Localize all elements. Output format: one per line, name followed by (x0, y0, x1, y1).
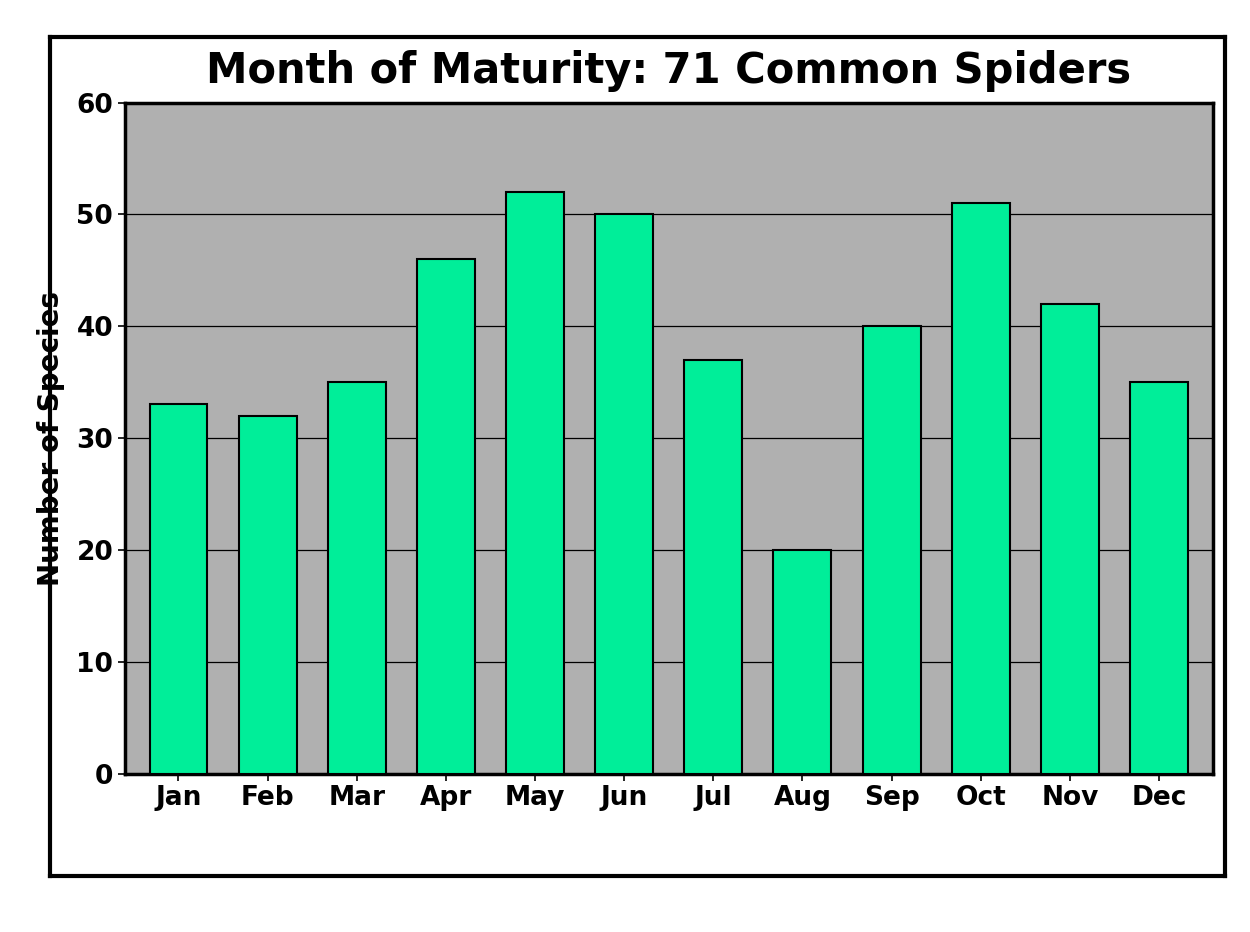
Bar (595, 214, 654, 774)
Bar (506, 192, 564, 774)
Bar (328, 382, 386, 774)
Title: Month of Maturity: 71 Common Spiders: Month of Maturity: 71 Common Spiders (206, 50, 1131, 92)
Bar (1041, 304, 1099, 774)
Bar (418, 259, 475, 774)
Bar (951, 203, 1010, 774)
Bar (150, 404, 208, 774)
Bar (862, 326, 920, 774)
Bar (239, 416, 296, 774)
Bar (774, 550, 831, 774)
Bar (1130, 382, 1188, 774)
Y-axis label: Number of Species: Number of Species (38, 291, 65, 585)
Bar (684, 360, 742, 774)
